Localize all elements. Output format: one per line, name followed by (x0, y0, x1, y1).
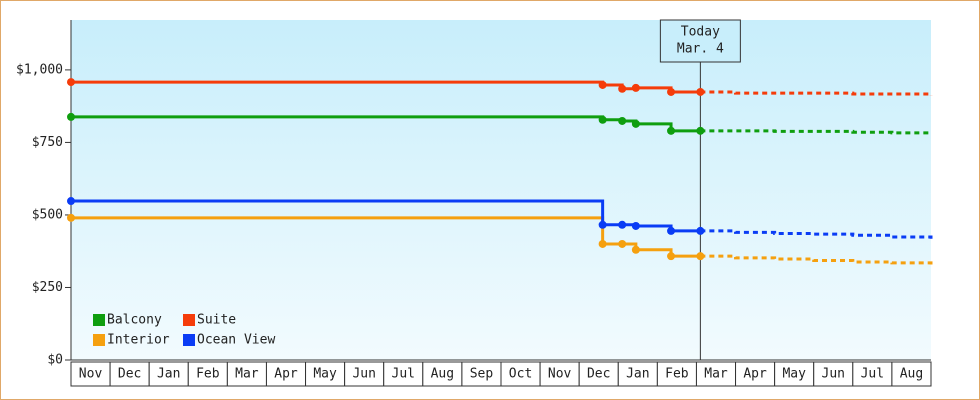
x-tick-label: Mar (235, 367, 259, 382)
x-tick-label: Aug (900, 367, 923, 382)
legend-label: Interior (107, 333, 170, 348)
x-tick-box (617, 361, 658, 387)
x-tick-box (148, 361, 189, 387)
x-tick-box (422, 361, 463, 387)
y-tick-label: $0 (47, 353, 63, 368)
series-projection (700, 229, 933, 239)
data-point (598, 80, 607, 89)
legend-label: Suite (197, 313, 236, 328)
x-tick-label: Nov (79, 367, 103, 382)
x-tick-label: May (782, 367, 806, 382)
x-tick-label: Aug (431, 367, 454, 382)
data-point (618, 220, 627, 229)
today-label: Mar. 4 (677, 42, 724, 57)
x-tick-box (813, 361, 854, 387)
x-tick-box (70, 361, 111, 387)
data-point (696, 252, 705, 261)
plot-area (71, 20, 931, 360)
data-point (667, 87, 676, 96)
legend-swatch (183, 314, 195, 326)
x-tick-box (500, 361, 541, 387)
y-tick-label: $1,000 (16, 62, 63, 77)
x-tick-label: Jun (822, 367, 845, 382)
series-projection (700, 254, 933, 265)
data-point (631, 245, 640, 254)
data-point (667, 226, 676, 235)
data-point (67, 197, 75, 206)
data-point (598, 115, 607, 124)
data-point (598, 220, 607, 229)
legend-label: Ocean View (197, 333, 275, 348)
data-point (598, 239, 607, 248)
series-projection (700, 129, 933, 135)
x-tick-box (735, 361, 776, 387)
x-tick-box (187, 361, 228, 387)
x-tick-label: Jan (157, 367, 180, 382)
x-tick-label: Jun (352, 367, 375, 382)
x-tick-label: Mar (704, 367, 728, 382)
data-point (618, 84, 627, 93)
x-tick-box (109, 361, 150, 387)
data-point (618, 116, 627, 125)
x-tick-box (539, 361, 580, 387)
x-tick-box (891, 361, 932, 387)
x-tick-label: Nov (548, 367, 572, 382)
legend-swatch (93, 334, 105, 346)
legend-label: Balcony (107, 313, 162, 328)
y-tick-label: $500 (32, 207, 63, 222)
x-tick-label: Feb (665, 367, 689, 382)
x-tick-label: Sep (470, 367, 494, 382)
x-tick-label: Apr (274, 367, 298, 382)
today-label: Today (681, 25, 720, 40)
data-point (618, 239, 627, 248)
data-point (67, 213, 75, 222)
data-point (67, 112, 75, 121)
data-point (696, 87, 705, 96)
x-tick-label: Apr (743, 367, 767, 382)
y-tick-label: $250 (32, 280, 63, 295)
data-point (67, 78, 75, 87)
data-point (631, 83, 640, 92)
x-tick-box (344, 361, 385, 387)
x-tick-label: Jul (861, 367, 884, 382)
today-box (659, 19, 741, 63)
data-point (667, 126, 676, 135)
data-point (696, 226, 705, 235)
legend-swatch (183, 334, 195, 346)
x-tick-box (774, 361, 815, 387)
x-tick-box (226, 361, 267, 387)
x-tick-label: Jan (626, 367, 649, 382)
data-point (667, 252, 676, 261)
x-tick-label: Dec (118, 367, 141, 382)
legend-swatch (93, 314, 105, 326)
x-tick-label: Dec (587, 367, 610, 382)
x-tick-label: Oct (509, 367, 532, 382)
x-tick-label: Jul (392, 367, 415, 382)
x-tick-box (852, 361, 893, 387)
data-point (631, 119, 640, 128)
data-point (631, 221, 640, 230)
y-tick-label: $750 (32, 135, 63, 150)
x-tick-label: May (313, 367, 337, 382)
x-tick-box (656, 361, 697, 387)
data-point (696, 126, 705, 135)
x-tick-label: Feb (196, 367, 220, 382)
